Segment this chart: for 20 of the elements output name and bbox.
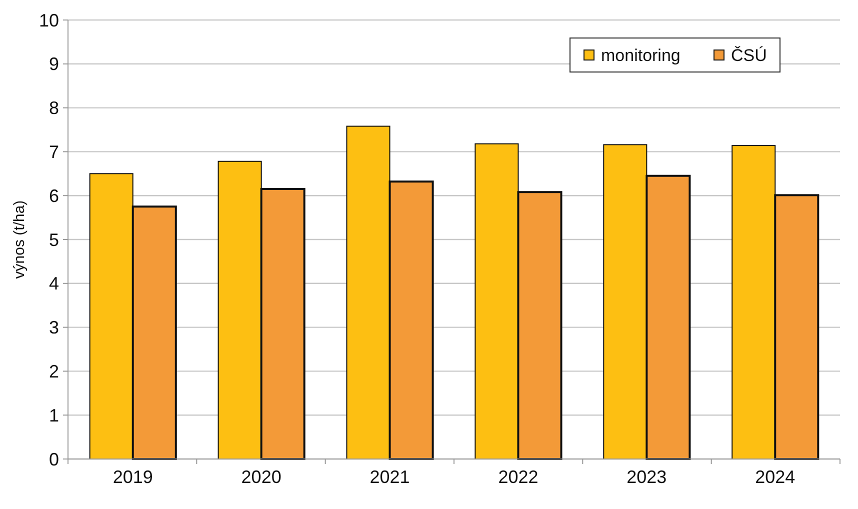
y-tick-label: 5	[48, 230, 59, 250]
y-tick-label: 10	[38, 10, 59, 30]
x-tick-label: 2020	[241, 467, 282, 487]
y-tick-label: 8	[48, 98, 59, 118]
y-tick-label: 0	[48, 449, 59, 470]
y-tick-label: 1	[48, 405, 59, 426]
x-tick-label: 2022	[498, 467, 538, 487]
x-tick-label: 2023	[626, 467, 667, 487]
y-tick-label: 6	[48, 186, 59, 206]
x-tick-label: 2024	[755, 467, 796, 487]
y-tick-label: 2	[48, 362, 59, 382]
y-tick-label: 7	[48, 142, 59, 162]
y-axis-title: výnos (t/ha)	[11, 200, 28, 279]
legend-label: monitoring	[601, 46, 680, 65]
legend-label: ČSÚ	[731, 46, 767, 65]
y-tick-label: 3	[48, 318, 59, 338]
y-tick-label: 4	[48, 274, 59, 294]
x-tick-label: 2019	[112, 467, 153, 487]
x-tick-label: 2021	[370, 467, 410, 487]
y-tick-label: 9	[48, 54, 59, 74]
